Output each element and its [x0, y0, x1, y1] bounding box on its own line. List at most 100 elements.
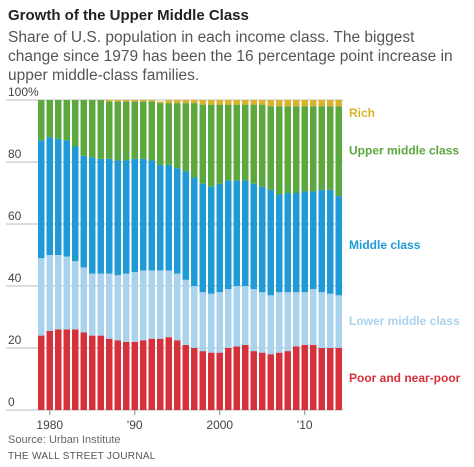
- y-tick-label: 100%: [8, 85, 39, 99]
- bar-segment: [114, 275, 121, 341]
- bar-segment: [63, 329, 70, 410]
- bar-segment: [233, 180, 240, 286]
- bar-segment: [284, 292, 291, 352]
- bar-segment: [259, 104, 266, 187]
- chart-subtitle: Share of U.S. population in each income …: [8, 29, 453, 84]
- chart-title: Growth of the Upper Middle Class: [8, 7, 249, 24]
- bar-segment: [123, 273, 130, 342]
- bar-segment: [318, 106, 325, 190]
- bar-segment: [327, 100, 334, 107]
- bar-segment: [165, 337, 172, 410]
- bar-segment: [123, 341, 130, 410]
- bar-segment: [318, 189, 325, 293]
- bar-segment: [157, 101, 164, 104]
- bar-segment: [165, 270, 172, 338]
- bar-segment: [182, 344, 189, 410]
- bar-segment: [114, 160, 121, 276]
- bar-segment: [225, 100, 232, 105]
- bar-segment: [301, 100, 308, 107]
- bar-segment: [148, 270, 155, 339]
- bar-segment: [182, 171, 189, 280]
- bar-segment: [140, 158, 147, 271]
- bar-segment: [55, 255, 62, 330]
- bar-segment: [301, 292, 308, 345]
- bar-segment: [216, 104, 223, 184]
- bar-segment: [250, 100, 257, 105]
- bar-segment: [310, 289, 317, 345]
- y-tick-label: 20: [8, 333, 22, 347]
- bar-segment: [267, 106, 274, 190]
- bar-segment: [55, 100, 62, 139]
- bar-segment: [208, 100, 215, 105]
- bar-segment: [318, 348, 325, 410]
- bar-segment: [114, 101, 121, 161]
- legend-label: Middle class: [349, 238, 421, 252]
- bar-segment: [267, 100, 274, 107]
- bar-segment: [114, 340, 121, 410]
- bar-segment: [182, 103, 189, 172]
- x-tick-label: 1980: [36, 418, 63, 432]
- bar-segment: [250, 183, 257, 290]
- publisher: THE WALL STREET JOURNAL: [8, 451, 156, 462]
- bar-segment: [208, 186, 215, 294]
- bar-segment: [284, 351, 291, 410]
- bar-segment: [191, 177, 198, 286]
- bar-segment: [80, 100, 87, 156]
- bar-segment: [148, 160, 155, 271]
- bar-segment: [310, 106, 317, 192]
- bar-segment: [233, 100, 240, 105]
- bar-segment: [140, 340, 147, 410]
- bar-segment: [250, 289, 257, 352]
- bar-segment: [38, 258, 45, 336]
- bar-segment: [106, 158, 113, 274]
- legend-label: Upper middle class: [349, 143, 459, 157]
- bar-segment: [199, 292, 206, 352]
- bar-segment: [174, 273, 181, 341]
- bar-segment: [259, 186, 266, 293]
- bar-segment: [301, 191, 308, 293]
- bar-segment: [157, 338, 164, 410]
- bar-segment: [276, 106, 283, 195]
- bar-segment: [199, 183, 206, 293]
- bar-segment: [318, 100, 325, 107]
- bar-segment: [335, 348, 342, 410]
- bar-segment: [233, 104, 240, 181]
- bar-segment: [165, 103, 172, 166]
- legend-label: Lower middle class: [349, 314, 460, 328]
- bar-segment: [72, 329, 79, 410]
- bar-segment: [327, 293, 334, 348]
- bar-segment: [216, 100, 223, 105]
- bar-segment: [293, 106, 300, 193]
- bar-segment: [293, 346, 300, 410]
- bar-segment: [327, 189, 334, 294]
- bar-segment: [131, 341, 138, 410]
- bar-segment: [327, 348, 334, 410]
- bar-segment: [242, 286, 249, 345]
- bar-segment: [55, 138, 62, 255]
- bar-segment: [208, 352, 215, 410]
- bar-segment: [182, 100, 189, 104]
- bar-segment: [72, 100, 79, 147]
- bar-segment: [89, 273, 96, 336]
- bar-segment: [242, 100, 249, 105]
- bar-segment: [267, 354, 274, 410]
- bar-segment: [97, 273, 104, 336]
- bar-segment: [267, 295, 274, 355]
- bar-segment: [327, 106, 334, 190]
- x-tick-label: 2000: [206, 418, 233, 432]
- bar-segment: [106, 100, 113, 102]
- bar-segment: [123, 100, 130, 102]
- bar-segment: [301, 344, 308, 410]
- x-tick-label: '90: [127, 418, 143, 432]
- x-tick-label: '10: [297, 418, 313, 432]
- bar-segment: [208, 104, 215, 187]
- bar-segment: [259, 292, 266, 353]
- bar-segment: [208, 293, 215, 353]
- bar-segment: [89, 100, 96, 158]
- bar-segment: [97, 335, 104, 410]
- bar-segment: [46, 137, 53, 255]
- bar-segment: [46, 255, 53, 331]
- bar-segment: [199, 104, 206, 184]
